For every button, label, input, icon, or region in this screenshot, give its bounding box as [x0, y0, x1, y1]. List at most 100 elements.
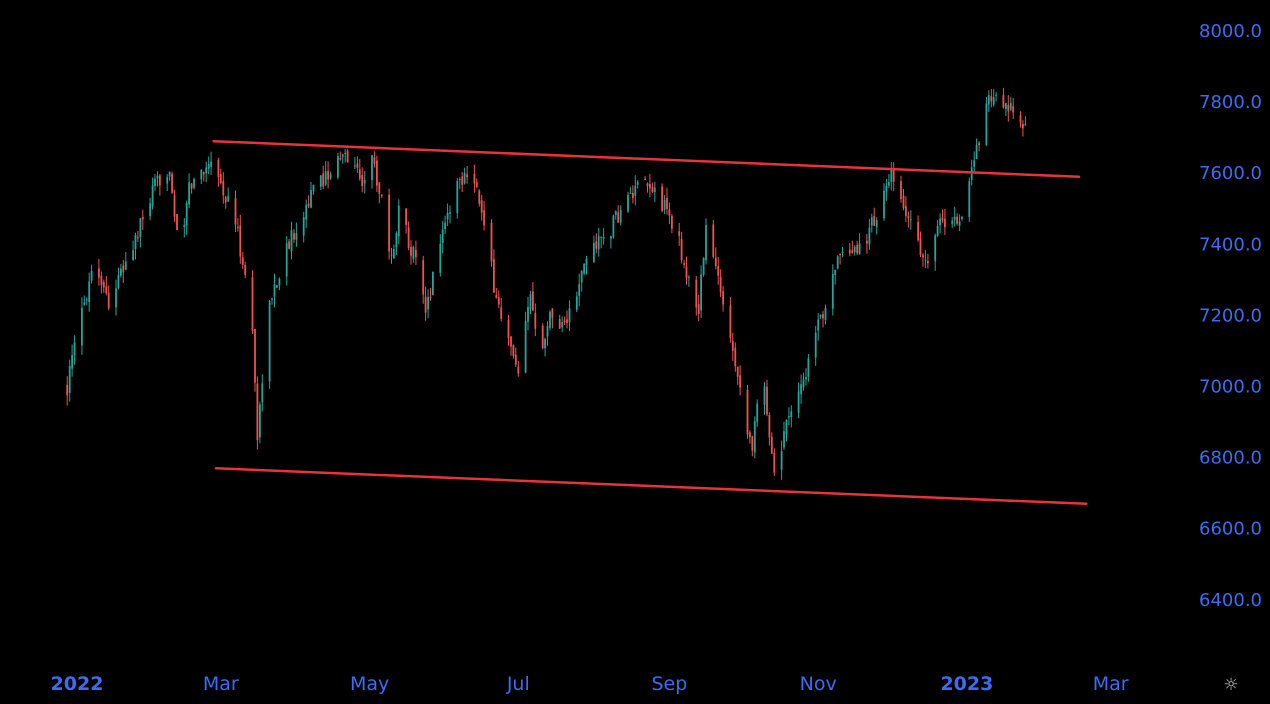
candle-body: [992, 97, 995, 105]
candle-body: [839, 254, 841, 255]
candle-body: [117, 275, 120, 288]
candle-body: [393, 249, 395, 259]
candle-body: [222, 181, 225, 196]
candle-body: [83, 302, 86, 305]
price-axis[interactable]: 8000.0 7800.0 7600.0 7400.0 7200.0 7000.0 6800…: [1199, 21, 1262, 611]
candle-body: [853, 246, 856, 253]
time-axis[interactable]: 2022 Mar May Jul Sep Nov 2023 Mar: [51, 673, 1129, 695]
candle-body: [268, 301, 271, 382]
candle-body: [495, 295, 498, 298]
candle-body: [358, 169, 361, 179]
candle-body: [224, 197, 227, 203]
candle-body: [512, 345, 515, 356]
candle-body: [290, 230, 293, 252]
candle-body: [288, 241, 290, 249]
candle-body: [397, 205, 400, 237]
candle-body: [1012, 106, 1015, 113]
candle-body: [848, 249, 851, 254]
candle-body: [412, 247, 415, 259]
candle-body: [90, 270, 93, 281]
candle-body: [939, 218, 941, 226]
candle-body: [154, 178, 156, 186]
trendline-upper: [212, 139, 1081, 179]
candle-body: [653, 187, 656, 193]
candle-body: [388, 194, 390, 252]
candle-body: [975, 144, 978, 159]
candle-body: [805, 377, 807, 380]
candle-body: [671, 216, 673, 229]
candle-body: [120, 268, 122, 276]
price-tick-label: 7000.0: [1199, 377, 1262, 398]
candle-body: [376, 160, 378, 186]
time-tick-label: Nov: [800, 673, 837, 695]
candle-body: [695, 279, 698, 308]
candles-layer: [66, 87, 1027, 480]
candle-body: [958, 221, 961, 226]
candle-body: [307, 203, 310, 207]
candle-body: [922, 254, 924, 258]
candle-body: [751, 436, 754, 451]
candle-body: [558, 319, 561, 329]
candle-body: [985, 103, 988, 146]
candle-body: [944, 218, 946, 228]
candle-body: [546, 325, 549, 337]
candle-body: [219, 174, 222, 184]
candle-body: [517, 366, 520, 374]
candle-body: [1005, 103, 1007, 109]
candle-body: [244, 264, 247, 275]
candle-body: [456, 180, 459, 214]
candle-body: [527, 307, 529, 322]
candle-body: [919, 238, 922, 255]
candle-body: [122, 265, 125, 273]
candle-body: [649, 184, 651, 189]
candle-body: [329, 174, 332, 179]
candle-body: [629, 193, 632, 194]
candle-body: [561, 322, 564, 328]
candle-body: [685, 266, 688, 279]
candle-body: [137, 237, 139, 239]
candle-body: [205, 167, 208, 173]
candle-body: [883, 190, 885, 219]
candle-body: [892, 169, 895, 182]
candle-body: [551, 308, 554, 318]
candle-body: [688, 276, 690, 278]
candle-body: [541, 325, 544, 348]
candle-body: [373, 157, 376, 164]
candle-body: [371, 155, 373, 181]
candle-body: [514, 354, 517, 365]
candle-body: [256, 383, 259, 441]
candle-body: [429, 296, 432, 298]
candle-body: [432, 271, 434, 296]
candle-body: [978, 142, 980, 145]
candle-body: [951, 220, 954, 224]
candle-body: [324, 171, 327, 185]
candle-body: [651, 186, 654, 192]
candle-body: [524, 320, 527, 373]
candle-body: [907, 215, 910, 219]
candle-body: [241, 257, 244, 265]
candle-body: [934, 235, 937, 262]
candle-body: [173, 195, 176, 217]
candle-body: [995, 94, 997, 96]
candle-body: [756, 403, 759, 422]
candle-body: [168, 171, 171, 177]
candle-body: [73, 342, 76, 356]
candle-body: [868, 227, 871, 245]
candle-body: [612, 215, 615, 238]
candle-body: [444, 222, 446, 230]
candle-body: [858, 243, 861, 255]
candle-body: [188, 182, 190, 205]
time-tick-label: Sep: [651, 673, 687, 695]
candle-body: [71, 355, 73, 369]
candle-body: [856, 245, 859, 254]
candle-body: [739, 375, 741, 388]
candle-body: [783, 431, 785, 448]
candle-body: [81, 307, 83, 346]
settings-icon[interactable]: ☼: [1223, 675, 1239, 695]
candle-body: [463, 172, 466, 184]
price-tick-label: 6400.0: [1199, 590, 1262, 611]
candle-body: [683, 263, 685, 265]
candle-body: [544, 338, 546, 349]
candle-body: [529, 293, 532, 309]
